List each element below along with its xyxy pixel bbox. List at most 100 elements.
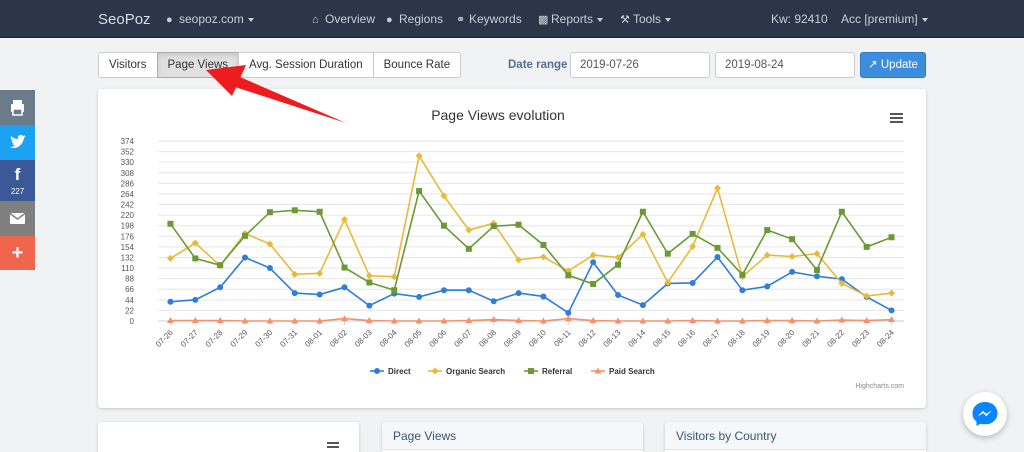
data-point-referral — [465, 245, 472, 252]
highcharts-credits[interactable]: Highcharts.com — [855, 383, 904, 390]
legend-marker — [431, 367, 439, 375]
visitors-by-country-panel: Visitors by Country — [665, 422, 926, 452]
data-point-paid-search — [664, 317, 672, 324]
data-point-organic-search — [415, 152, 423, 160]
x-tick-label: 08-14 — [626, 328, 647, 349]
top-navbar: SeoPoz ● seopoz.com ⌂ Overview ● Regions ⚭ K… — [0, 0, 1024, 38]
data-point-direct — [689, 279, 696, 286]
y-tick-label: 374 — [121, 137, 135, 146]
y-tick-label: 88 — [125, 275, 134, 284]
data-point-direct — [217, 284, 224, 291]
tab-avg-session-duration[interactable]: Avg. Session Duration — [238, 52, 374, 78]
data-point-direct — [291, 290, 298, 297]
x-tick-label: 07-27 — [179, 328, 200, 349]
data-point-direct — [316, 291, 323, 298]
account-menu[interactable]: Acc [premium] — [841, 12, 928, 26]
more-share-button[interactable]: + — [0, 236, 35, 270]
chart-menu-icon[interactable] — [890, 113, 903, 123]
data-point-paid-search — [465, 317, 473, 324]
page-views-chart-card: Page Views evolution 0 22 44 66 88 110 132 154 1… — [98, 89, 926, 408]
data-point-referral — [416, 188, 423, 195]
data-point-organic-search — [266, 240, 274, 248]
x-tick-label: 08-08 — [477, 328, 498, 349]
x-tick-label: 08-11 — [552, 328, 573, 349]
nav-tools[interactable]: ⚒ Tools — [620, 12, 672, 26]
data-point-referral — [838, 208, 845, 215]
data-point-paid-search — [490, 316, 498, 323]
facebook-share-button[interactable]: f 227 — [0, 160, 35, 201]
data-point-paid-search — [763, 317, 771, 324]
data-point-organic-search — [390, 273, 398, 281]
data-point-referral — [813, 266, 820, 273]
data-point-direct — [813, 273, 820, 280]
email-share-button[interactable] — [0, 201, 35, 236]
data-point-paid-search — [539, 317, 547, 324]
data-point-direct — [366, 302, 373, 309]
data-point-direct — [490, 298, 497, 305]
nav-regions[interactable]: ● Regions — [386, 12, 443, 26]
start-date-input[interactable]: 2019-07-26 — [570, 52, 710, 78]
data-point-referral — [540, 241, 547, 248]
data-point-direct — [615, 292, 622, 299]
tab-visitors[interactable]: Visitors — [98, 52, 158, 78]
print-share-button[interactable] — [0, 90, 35, 125]
series-line-paid-search — [170, 317, 892, 322]
nav-regions-label: Regions — [399, 12, 444, 26]
nav-reports[interactable]: ▩ Reports — [538, 12, 604, 26]
data-point-referral — [863, 243, 870, 250]
y-tick-label: 0 — [130, 317, 135, 326]
email-icon — [9, 212, 26, 224]
data-point-direct — [167, 298, 174, 305]
x-tick-label: 07-30 — [253, 328, 274, 349]
legend-item-referral[interactable]: Referral — [524, 367, 572, 376]
data-point-paid-search — [191, 317, 199, 324]
site-selector[interactable]: ● seopoz.com — [166, 12, 254, 26]
twitter-share-button[interactable] — [0, 125, 35, 160]
x-tick-label: 08-02 — [328, 328, 349, 349]
data-point-organic-search — [813, 250, 821, 258]
globe-icon: ● — [166, 14, 173, 26]
data-point-paid-search — [614, 317, 622, 324]
chart-title: Page Views evolution — [431, 107, 565, 123]
data-point-direct — [565, 309, 572, 316]
nav-reports-label: Reports — [551, 12, 594, 26]
end-date-input[interactable]: 2019-08-24 — [715, 52, 855, 78]
x-tick-label: 08-21 — [801, 328, 822, 349]
messenger-chat-button[interactable] — [963, 392, 1007, 436]
data-point-organic-search — [788, 253, 796, 261]
nav-overview[interactable]: ⌂ Overview — [312, 12, 375, 26]
data-point-referral — [192, 255, 199, 262]
legend-item-organic-search[interactable]: Organic Search — [428, 367, 505, 376]
series-paid-search — [166, 315, 896, 324]
tab-page-views[interactable]: Page Views — [156, 52, 240, 78]
data-point-organic-search — [166, 254, 174, 262]
data-point-paid-search — [291, 317, 299, 324]
data-point-organic-search — [888, 289, 896, 297]
tab-bounce-rate[interactable]: Bounce Rate — [372, 52, 462, 78]
visitors-by-country-panel-title: Visitors by Country — [665, 422, 926, 450]
x-tick-label: 08-16 — [676, 328, 697, 349]
wrench-icon: ⚒ — [620, 14, 630, 26]
brand-logo[interactable]: SeoPoz — [98, 11, 151, 28]
bar-chart-icon: ▩ — [538, 14, 549, 26]
update-button[interactable]: ↗ Update — [860, 52, 926, 78]
legend-label: Organic Search — [446, 367, 505, 376]
data-point-referral — [664, 250, 671, 257]
legend-item-direct[interactable]: Direct — [370, 367, 411, 376]
x-tick-label: 07-29 — [229, 328, 250, 349]
x-tick-label: 08-07 — [452, 328, 473, 349]
legend-marker — [594, 367, 602, 374]
legend-item-paid-search[interactable]: Paid Search — [591, 367, 655, 376]
data-point-direct — [341, 284, 348, 291]
data-point-direct — [739, 287, 746, 294]
data-point-paid-search — [639, 317, 647, 324]
data-point-paid-search — [863, 317, 871, 324]
data-point-organic-search — [863, 292, 871, 300]
y-tick-label: 132 — [121, 253, 135, 262]
data-point-direct — [242, 254, 249, 261]
data-point-direct — [789, 268, 796, 275]
nav-keywords[interactable]: ⚭ Keywords — [456, 12, 522, 26]
panel-menu-icon[interactable] — [98, 422, 359, 452]
x-tick-label: 08-17 — [701, 328, 722, 349]
